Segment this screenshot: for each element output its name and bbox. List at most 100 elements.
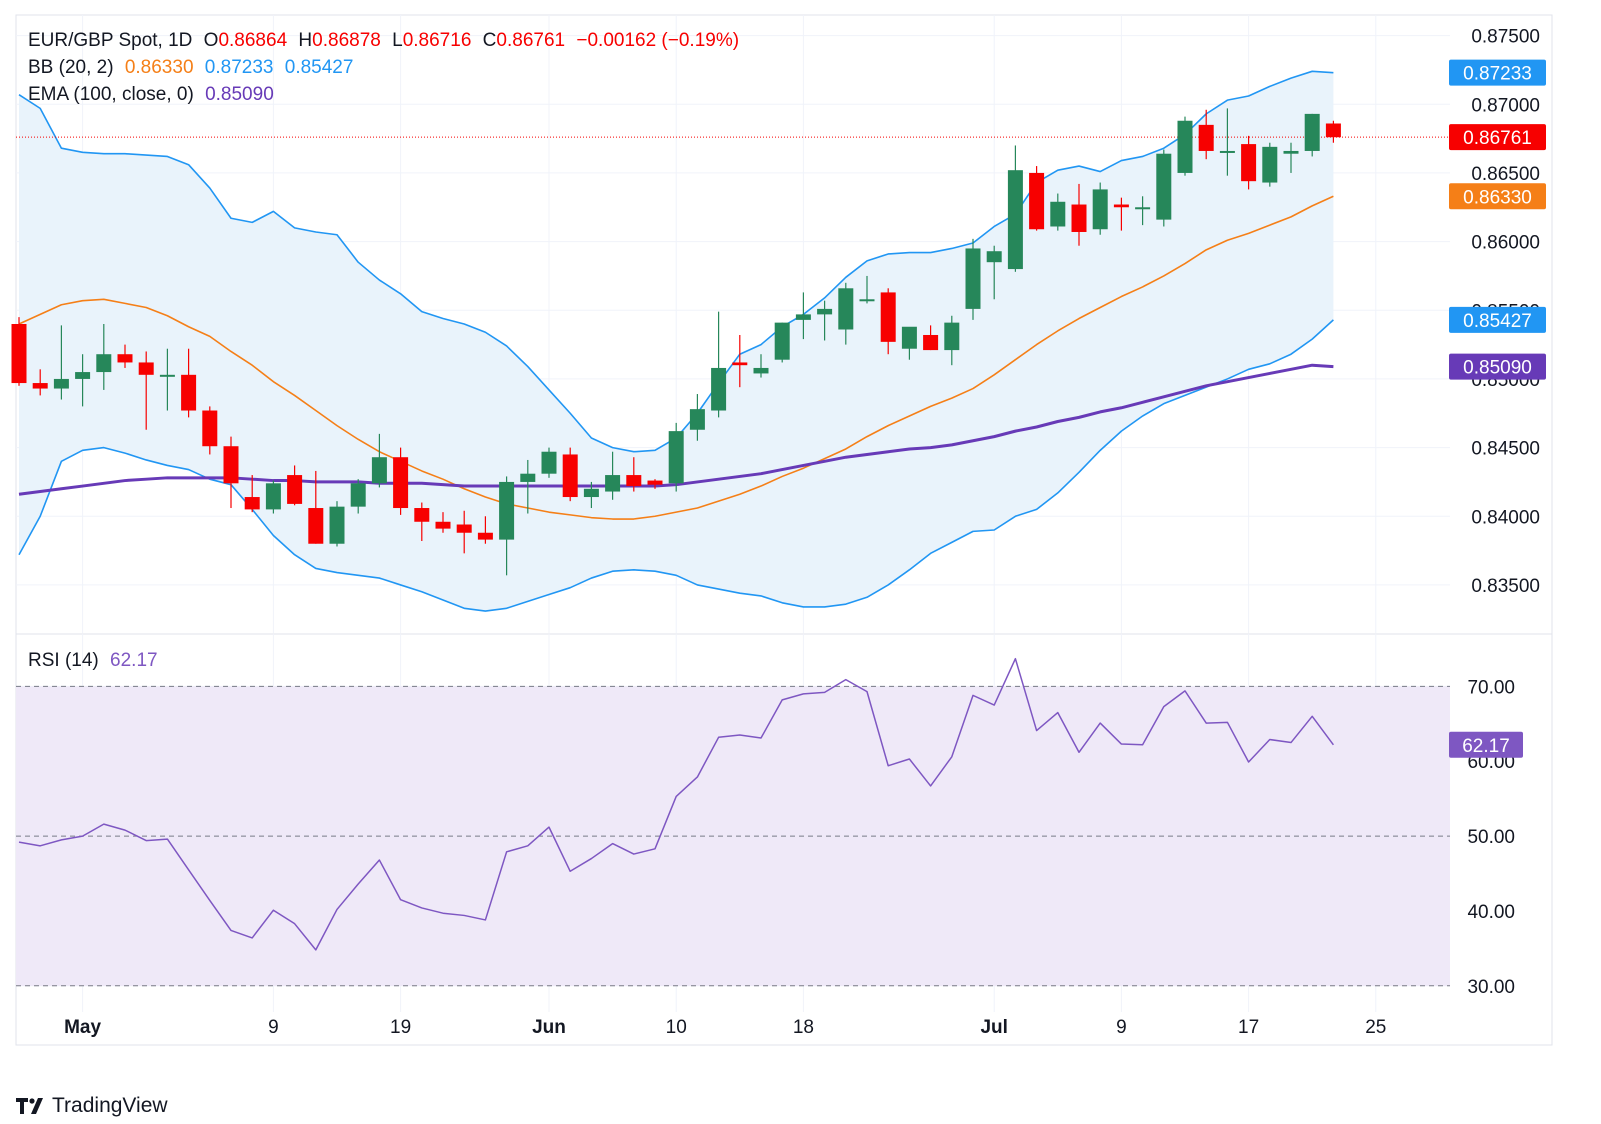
- candle: [32, 369, 48, 396]
- candle: [1241, 135, 1257, 190]
- candle: [647, 479, 663, 489]
- tradingview-logo[interactable]: TradingView: [16, 1094, 168, 1118]
- legend-rsi: RSI (14) 62.17: [28, 650, 164, 672]
- legend-ohlc: EUR/GBP Spot, 1D O0.86864 H0.86878 L0.86…: [28, 30, 745, 52]
- candle: [244, 475, 260, 513]
- y-tick-label: 0.84500: [1471, 439, 1540, 460]
- candle: [838, 282, 854, 345]
- candle: [265, 480, 281, 514]
- legend-bb-label: BB (20, 2): [28, 57, 114, 78]
- candle: [456, 510, 472, 554]
- candle-body: [520, 473, 536, 482]
- candle: [287, 465, 303, 506]
- candle: [668, 422, 684, 492]
- candle: [817, 300, 833, 341]
- x-tick-label: 18: [793, 1017, 814, 1038]
- candle-body: [583, 488, 599, 498]
- legend-bb-lower: 0.85427: [284, 57, 354, 78]
- legend-rsi-value: 62.17: [110, 650, 158, 671]
- badge-bb-basis-bg: [1449, 183, 1546, 210]
- y-tick-label: 0.86000: [1471, 233, 1540, 254]
- bollinger-basis-line: [18, 195, 1334, 520]
- legend-bb-mid: 0.86330: [124, 57, 194, 78]
- candle-body: [838, 288, 854, 330]
- candle-body: [1156, 153, 1172, 220]
- candle-body: [647, 480, 663, 485]
- candle: [774, 322, 790, 363]
- candle-body: [308, 508, 324, 544]
- candle-body: [1241, 144, 1257, 182]
- bollinger-fill: [19, 71, 1334, 612]
- y-tick-label: 0.87500: [1471, 27, 1540, 48]
- candle-body: [138, 362, 154, 375]
- candle-body: [244, 497, 260, 510]
- legend-high-value: 0.86878: [312, 30, 381, 51]
- candle: [1262, 142, 1278, 187]
- candle-body: [1304, 113, 1320, 151]
- candle-body: [1050, 201, 1066, 227]
- candle: [689, 394, 705, 441]
- candle: [986, 245, 1002, 300]
- candle: [541, 447, 557, 478]
- candle-body: [499, 481, 515, 540]
- badge-bb-lower: 0.85427: [1449, 306, 1546, 333]
- x-tick-label: May: [64, 1017, 101, 1038]
- candle: [477, 516, 493, 544]
- candle-body: [541, 451, 557, 474]
- legend-high-label: H: [298, 30, 313, 51]
- candle: [1177, 116, 1193, 176]
- x-tick-label: 9: [268, 1017, 279, 1038]
- candle: [181, 348, 197, 418]
- candle-body: [414, 508, 430, 522]
- candle: [1219, 108, 1235, 176]
- candle-body: [393, 457, 409, 509]
- candle-body: [117, 354, 133, 363]
- candle-body: [1177, 120, 1193, 173]
- candle: [1007, 145, 1023, 272]
- candle-body: [223, 446, 239, 484]
- candle: [1156, 149, 1172, 227]
- chart-frame: [15, 14, 1553, 1046]
- x-tick-label: 17: [1238, 1017, 1259, 1038]
- candle-body: [329, 506, 345, 544]
- candle-body: [265, 483, 281, 510]
- candle: [711, 311, 727, 418]
- badge-bb-basis-text: 0.86330: [1463, 187, 1532, 208]
- x-tick-label: Jun: [532, 1017, 566, 1038]
- candle-body: [181, 374, 197, 411]
- candle-body: [774, 322, 790, 360]
- rsi-y-tick-label: 50.00: [1467, 827, 1515, 848]
- candle: [1050, 193, 1066, 231]
- candle-body: [562, 454, 578, 498]
- candle: [965, 238, 981, 320]
- x-tick-label: 19: [390, 1017, 411, 1038]
- badge-bb-upper: 0.87233: [1449, 59, 1546, 86]
- candle: [308, 470, 324, 544]
- candle: [159, 348, 175, 411]
- legend-ema-label: EMA (100, close, 0): [28, 84, 194, 105]
- candle: [753, 354, 769, 378]
- candle-body: [32, 383, 48, 389]
- y-tick-label: 0.84000: [1471, 507, 1540, 528]
- candle: [795, 292, 811, 340]
- legend-bb-upper: 0.87233: [204, 57, 274, 78]
- badge-ema: 0.85090: [1449, 353, 1546, 380]
- candle-body: [1262, 146, 1278, 183]
- legend-bb: BB (20, 2) 0.86330 0.87233 0.85427: [28, 57, 359, 79]
- candle: [1113, 197, 1129, 231]
- candle: [1198, 109, 1214, 160]
- candle-body: [753, 367, 769, 374]
- candle-body: [1029, 172, 1045, 230]
- rsi-y-tick-label: 70.00: [1467, 677, 1515, 698]
- legend-ema-value: 0.85090: [205, 84, 274, 105]
- badge-bb-basis: 0.86330: [1449, 183, 1546, 210]
- badge-bb-lower-text: 0.85427: [1463, 311, 1532, 332]
- candle-body: [626, 475, 642, 487]
- candle-body: [1283, 150, 1299, 154]
- candle: [1325, 120, 1341, 143]
- badge-ema-bg: [1449, 353, 1546, 380]
- legend-symbol: EUR/GBP Spot, 1D: [28, 30, 193, 51]
- candle-body: [732, 362, 748, 366]
- x-tick-label: Jul: [980, 1017, 1007, 1038]
